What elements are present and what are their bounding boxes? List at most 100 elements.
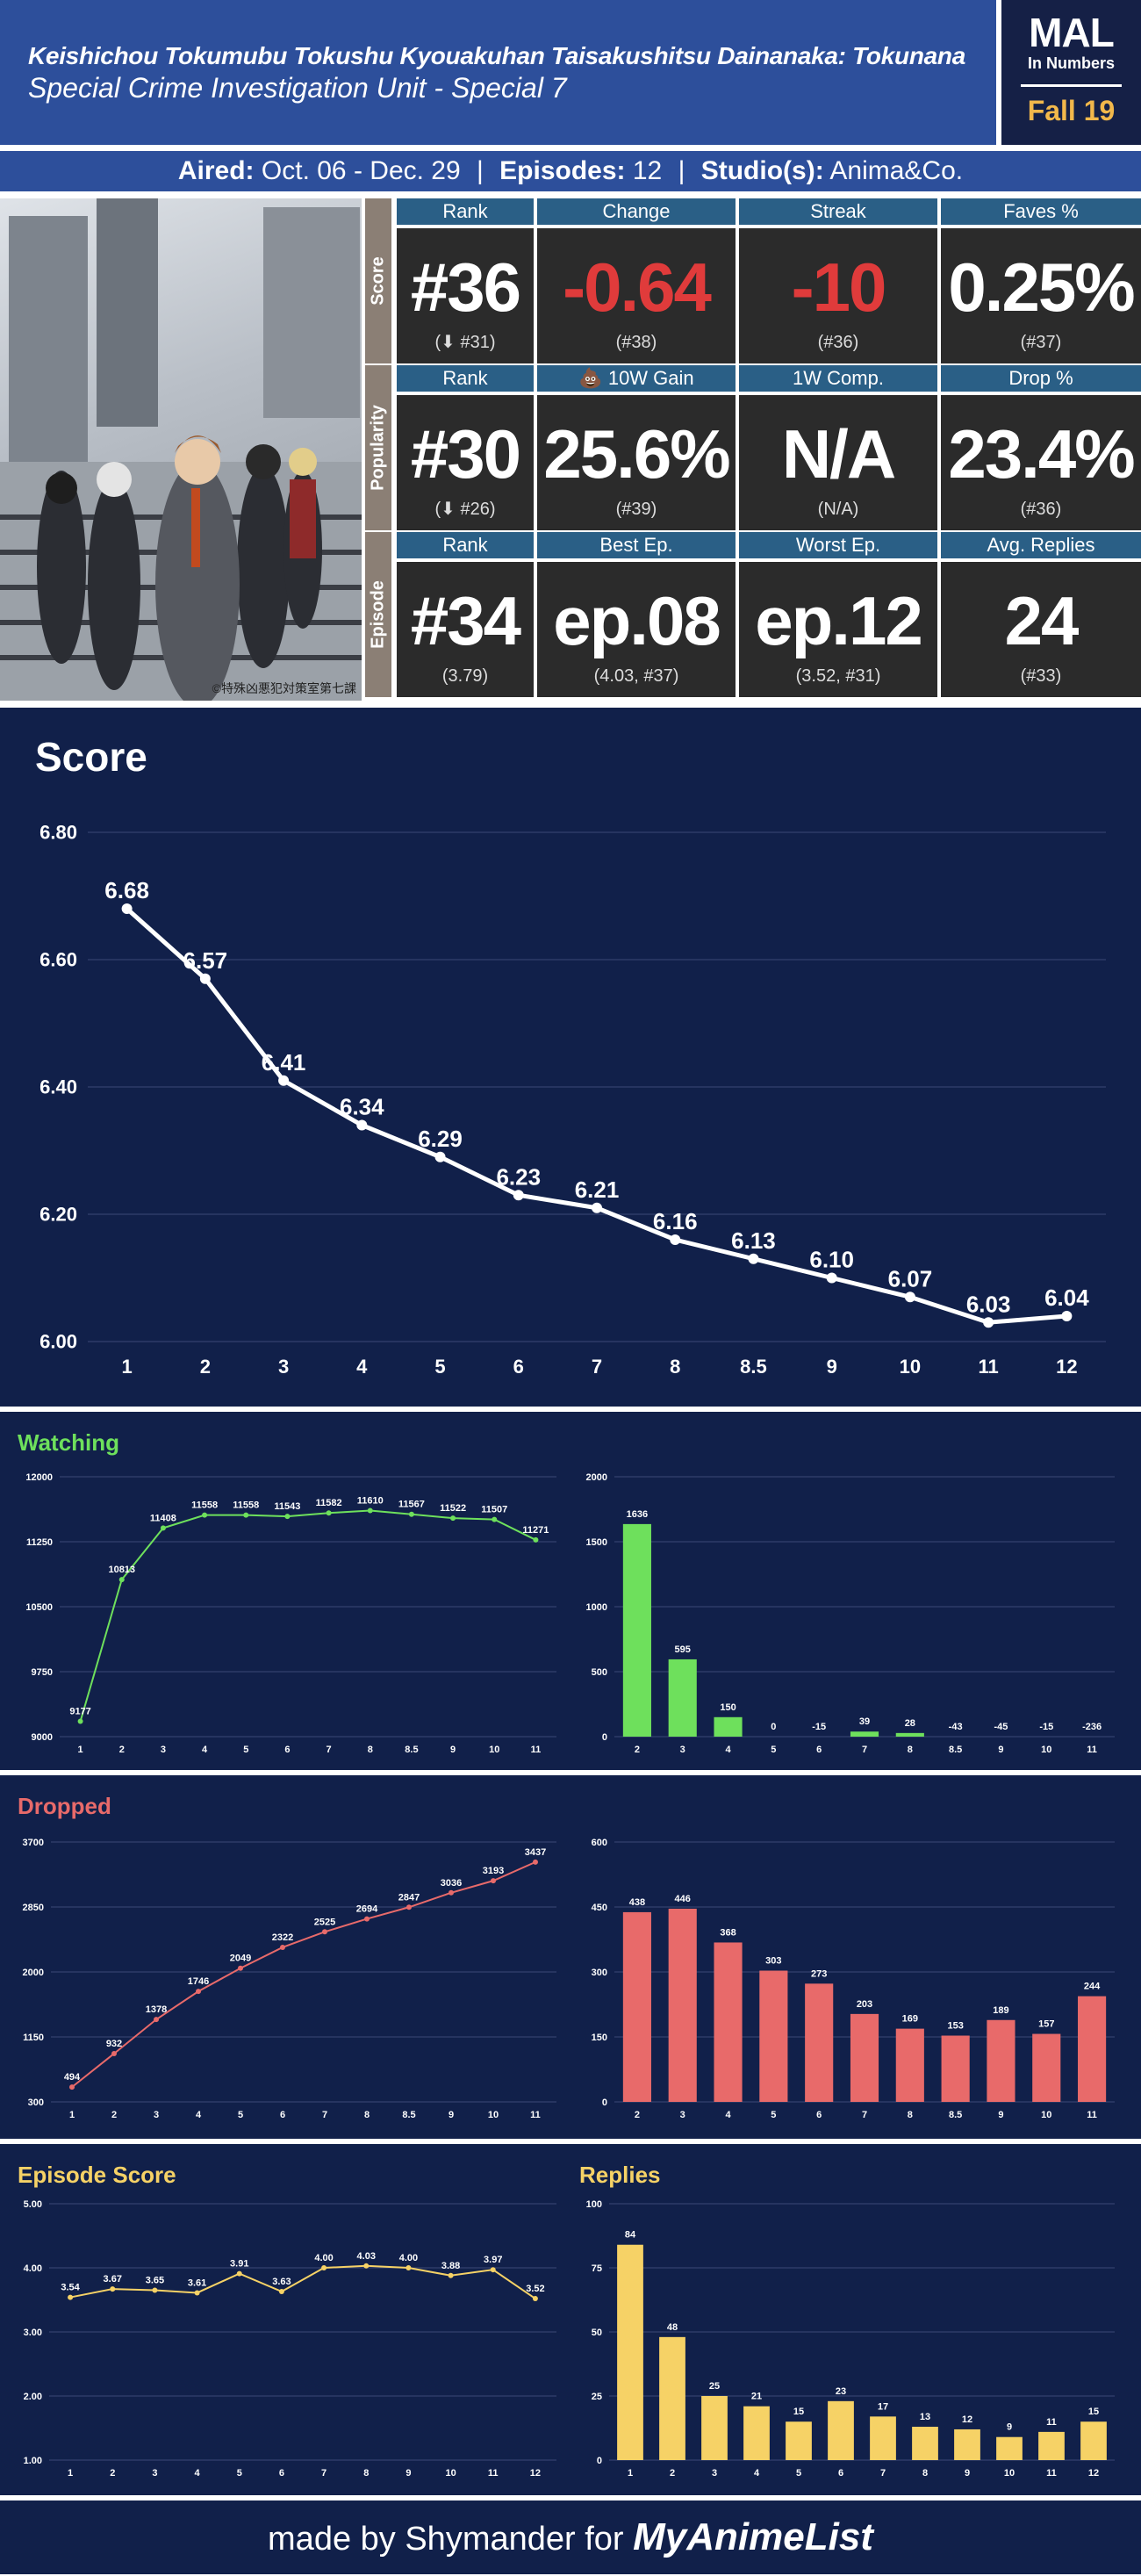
footer-credit: made by Shymander for bbox=[268, 2521, 624, 2558]
stat-label: Rank bbox=[397, 532, 534, 558]
x-tick-label: 11 bbox=[530, 2110, 541, 2120]
logo-divider bbox=[1021, 84, 1122, 87]
data-point bbox=[406, 1904, 412, 1910]
y-tick-label: 6.80 bbox=[39, 822, 77, 844]
x-tick-label: 10 bbox=[1041, 2110, 1051, 2120]
x-tick-label: 3 bbox=[154, 2110, 159, 2120]
x-tick-label: 6 bbox=[838, 2468, 843, 2479]
data-point bbox=[152, 2287, 158, 2293]
data-point bbox=[243, 1512, 249, 1518]
bar bbox=[714, 1716, 743, 1737]
x-tick-label: 6 bbox=[513, 1356, 524, 1378]
stat-rank: (⬇ #26) bbox=[434, 500, 496, 519]
x-tick-label: 9 bbox=[998, 2110, 1003, 2120]
x-tick-label: 9 bbox=[827, 1356, 837, 1378]
data-point bbox=[236, 2270, 242, 2277]
stat-rank: (⬇ #31) bbox=[434, 333, 496, 352]
x-tick-label: 7 bbox=[322, 2110, 327, 2120]
bar bbox=[941, 2035, 970, 2102]
data-point bbox=[278, 2289, 284, 2295]
episode-charts: Episode Score Replies 1.00 2.00 3.00 4.00 5.00… bbox=[18, 2162, 1115, 2479]
data-label: 3.61 bbox=[188, 2277, 206, 2288]
stat-cell: #36 (⬇ #31) bbox=[397, 228, 534, 363]
data-label: 2322 bbox=[272, 1932, 293, 1943]
x-tick-label: 8 bbox=[922, 2468, 928, 2479]
data-label: 11582 bbox=[316, 1498, 342, 1508]
stat-label: Rank bbox=[397, 365, 534, 392]
studio-value: Anima&Co. bbox=[829, 156, 964, 185]
data-label: 3.67 bbox=[104, 2274, 122, 2285]
x-tick-label: 5 bbox=[796, 2468, 801, 2479]
bar bbox=[622, 1523, 651, 1737]
x-tick-label: 3 bbox=[680, 1745, 685, 1755]
bar bbox=[1032, 2033, 1061, 2102]
stat-label: Avg. Replies bbox=[941, 532, 1141, 558]
x-tick-label: 8.5 bbox=[740, 1356, 767, 1378]
x-tick-label: 8 bbox=[908, 2110, 913, 2120]
data-point bbox=[490, 2267, 496, 2273]
data-label: 17 bbox=[878, 2401, 888, 2412]
y-tick-label: 12000 bbox=[25, 1472, 53, 1483]
data-label: 9177 bbox=[69, 1707, 90, 1717]
data-label: -15 bbox=[1039, 1722, 1053, 1732]
data-label: -43 bbox=[949, 1722, 963, 1732]
bar bbox=[987, 2019, 1015, 2102]
row-label-popularity: Popularity bbox=[365, 365, 391, 530]
x-tick-label: 7 bbox=[862, 1745, 867, 1755]
data-point bbox=[364, 1916, 370, 1922]
stat-rank: (#36) bbox=[1020, 500, 1062, 519]
stat-label: Rank bbox=[397, 198, 534, 225]
stat-cell: #30 (⬇ #26) bbox=[397, 395, 534, 530]
data-label: 11567 bbox=[398, 1500, 425, 1510]
title-japanese: Keishichou Tokumubu Tokushu Kyouakuhan T… bbox=[28, 42, 965, 69]
aired-label: Aired: bbox=[177, 156, 255, 185]
footer: made by Shymander for MyAnimeList bbox=[0, 2500, 1141, 2574]
stat-value: 0.25% bbox=[948, 248, 1135, 326]
y-tick-label: 25 bbox=[592, 2392, 602, 2402]
stat-value: N/A bbox=[781, 415, 896, 493]
stat-cell: N/A (N/A) bbox=[739, 395, 937, 530]
data-label: 48 bbox=[667, 2322, 678, 2333]
x-tick-label: 5 bbox=[434, 1356, 445, 1378]
bar bbox=[870, 2416, 896, 2460]
data-label: 39 bbox=[859, 1716, 870, 1727]
bar bbox=[1080, 2421, 1107, 2460]
x-tick-label: 11 bbox=[1087, 2110, 1097, 2120]
x-tick-label: 8 bbox=[368, 1745, 373, 1755]
bar bbox=[850, 1731, 879, 1737]
y-tick-label: 11250 bbox=[26, 1537, 53, 1548]
footer-brand[interactable]: MyAnimeList bbox=[633, 2515, 873, 2558]
stat-rank: (#33) bbox=[1020, 666, 1062, 686]
data-point bbox=[202, 1512, 208, 1518]
data-label: 10813 bbox=[108, 1565, 135, 1575]
stat-rank: (#39) bbox=[615, 500, 657, 519]
data-point bbox=[491, 1878, 496, 1884]
y-tick-label: 2000 bbox=[23, 1968, 44, 1978]
row-label-text: Popularity bbox=[368, 405, 388, 491]
data-label: 1636 bbox=[627, 1509, 648, 1520]
y-tick-label: 6.60 bbox=[39, 949, 77, 971]
x-tick-label: 6 bbox=[284, 1745, 290, 1755]
stat-label: Streak bbox=[739, 198, 937, 225]
data-point bbox=[118, 1577, 125, 1583]
bar bbox=[954, 2428, 980, 2460]
data-point bbox=[405, 2265, 412, 2270]
y-tick-label: 9750 bbox=[32, 1667, 53, 1678]
data-label: 11522 bbox=[440, 1503, 466, 1514]
y-tick-label: 1.00 bbox=[24, 2456, 42, 2466]
data-label: 3.63 bbox=[272, 2277, 291, 2287]
data-label: -45 bbox=[994, 1722, 1008, 1732]
data-label: 150 bbox=[720, 1702, 736, 1713]
data-label: 15 bbox=[793, 2407, 804, 2417]
data-label: 21 bbox=[751, 2392, 762, 2402]
data-label: 273 bbox=[811, 1968, 827, 1979]
bar bbox=[805, 1983, 834, 2102]
chart-title: Dropped bbox=[18, 1793, 111, 1819]
x-tick-label: 11 bbox=[488, 2468, 499, 2479]
stat-cell: #34 (3.79) bbox=[397, 562, 534, 697]
y-tick-label: 3.00 bbox=[24, 2328, 42, 2338]
bar bbox=[668, 1908, 697, 2102]
x-tick-label: 2 bbox=[635, 2110, 640, 2120]
